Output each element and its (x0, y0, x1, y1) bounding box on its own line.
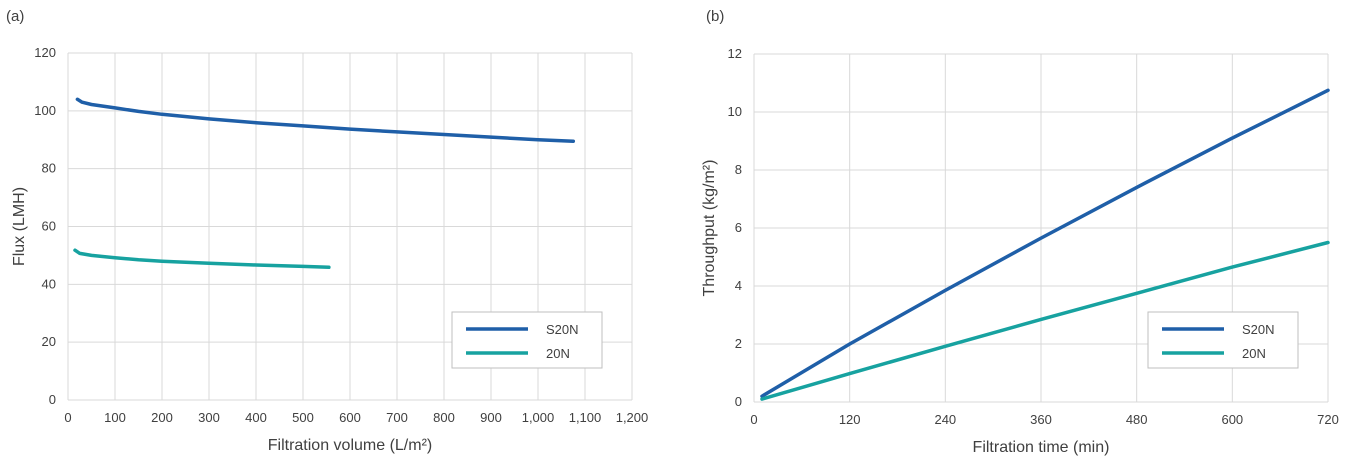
y-axis-title: Flux (LMH) (11, 187, 28, 266)
series-line-20n (760, 240, 1330, 401)
x-tick-label: 1,100 (569, 410, 602, 425)
flux-chart: 0 20 40 60 80 100 120 0 100 200 300 400 500 600 700 800… (11, 45, 649, 454)
x-tick-label: 240 (934, 412, 956, 427)
y-tick-label: 120 (34, 45, 56, 60)
y-tick-label: 60 (42, 219, 56, 234)
x-axis-title: Filtration time (min) (973, 439, 1110, 456)
legend-label-20n: 20N (1242, 346, 1266, 361)
legend-label-s20n: S20N (1242, 322, 1275, 337)
x-tick-label: 1,000 (522, 410, 555, 425)
y-tick-label: 0 (735, 394, 742, 409)
x-tick-label: 600 (1221, 412, 1243, 427)
y-tick-label: 20 (42, 334, 56, 349)
y-tick-label: 80 (42, 161, 56, 176)
x-tick-label: 900 (480, 410, 502, 425)
x-tick-label: 400 (245, 410, 267, 425)
x-tick-label: 120 (839, 412, 861, 427)
y-axis-title: Throughput (kg/m²) (701, 160, 718, 297)
panel-label-a: (a) (6, 8, 25, 25)
x-axis-title: Filtration volume (L/m²) (268, 437, 432, 454)
series-line-s20n (75, 97, 576, 143)
x-tick-label: 500 (292, 410, 314, 425)
y-tick-label: 2 (735, 336, 742, 351)
x-tick-label: 0 (750, 412, 757, 427)
x-tick-label: 0 (64, 410, 71, 425)
x-tick-label: 360 (1030, 412, 1052, 427)
y-tick-label: 0 (49, 392, 56, 407)
x-tick-label: 700 (386, 410, 408, 425)
legend-label-s20n: S20N (546, 322, 579, 337)
series-line-20n (73, 248, 331, 270)
y-tick-label: 10 (728, 104, 742, 119)
x-tick-label: 800 (433, 410, 455, 425)
legend-box (451, 311, 603, 369)
series-line-s20n (760, 88, 1330, 398)
x-tick-label: 200 (151, 410, 173, 425)
legend-label-20n: 20N (546, 346, 570, 361)
x-tick-label: 300 (198, 410, 220, 425)
y-tick-label: 100 (34, 103, 56, 118)
x-tick-label: 720 (1317, 412, 1339, 427)
legend-box (1147, 311, 1299, 369)
x-tick-label: 1,200 (616, 410, 649, 425)
x-tick-label: 100 (104, 410, 126, 425)
y-tick-label: 8 (735, 162, 742, 177)
y-tick-label: 12 (728, 46, 742, 61)
y-tick-label: 40 (42, 276, 56, 291)
y-tick-label: 4 (735, 278, 742, 293)
panel-label-b: (b) (706, 8, 725, 25)
x-tick-label: 600 (339, 410, 361, 425)
x-tick-label: 480 (1126, 412, 1148, 427)
y-tick-label: 6 (735, 220, 742, 235)
